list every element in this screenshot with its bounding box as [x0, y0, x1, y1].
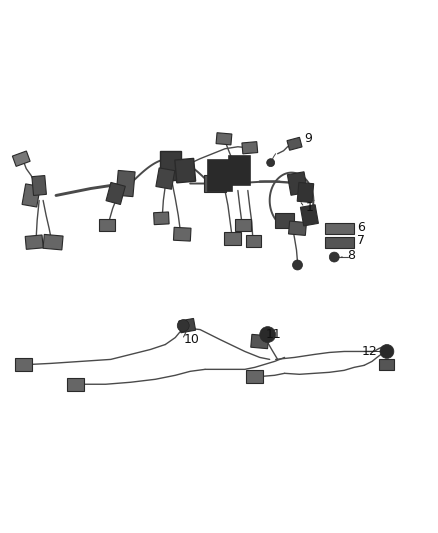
Circle shape	[260, 327, 276, 343]
Text: 12: 12	[362, 345, 378, 358]
Text: 9: 9	[304, 132, 312, 146]
FancyBboxPatch shape	[15, 358, 32, 371]
FancyBboxPatch shape	[242, 142, 258, 154]
FancyBboxPatch shape	[246, 370, 263, 383]
Text: 11: 11	[266, 328, 282, 341]
Text: 6: 6	[357, 221, 365, 234]
FancyBboxPatch shape	[297, 182, 314, 203]
Text: 7: 7	[357, 233, 365, 247]
FancyBboxPatch shape	[106, 182, 125, 205]
Circle shape	[293, 260, 303, 270]
FancyBboxPatch shape	[289, 221, 307, 236]
FancyBboxPatch shape	[325, 237, 353, 248]
FancyBboxPatch shape	[300, 205, 318, 226]
FancyBboxPatch shape	[67, 378, 85, 391]
FancyBboxPatch shape	[287, 172, 307, 195]
FancyBboxPatch shape	[99, 219, 115, 231]
FancyBboxPatch shape	[379, 359, 394, 370]
FancyBboxPatch shape	[246, 235, 261, 247]
FancyBboxPatch shape	[175, 158, 196, 183]
FancyBboxPatch shape	[216, 133, 232, 145]
FancyBboxPatch shape	[43, 235, 63, 250]
FancyBboxPatch shape	[32, 175, 46, 196]
FancyBboxPatch shape	[275, 213, 294, 228]
Text: 8: 8	[347, 248, 355, 262]
Circle shape	[380, 344, 394, 358]
FancyBboxPatch shape	[116, 171, 135, 197]
FancyBboxPatch shape	[154, 212, 169, 224]
FancyBboxPatch shape	[204, 175, 226, 192]
FancyBboxPatch shape	[251, 334, 269, 349]
FancyBboxPatch shape	[224, 232, 241, 245]
FancyBboxPatch shape	[235, 219, 251, 231]
Text: 10: 10	[183, 333, 199, 346]
FancyBboxPatch shape	[160, 151, 181, 180]
Text: 1: 1	[305, 201, 313, 214]
Circle shape	[177, 320, 189, 332]
FancyBboxPatch shape	[173, 227, 191, 241]
FancyBboxPatch shape	[179, 318, 196, 333]
FancyBboxPatch shape	[325, 223, 353, 233]
FancyBboxPatch shape	[156, 168, 175, 189]
FancyBboxPatch shape	[287, 138, 302, 150]
FancyBboxPatch shape	[12, 151, 30, 166]
FancyBboxPatch shape	[22, 184, 40, 207]
Circle shape	[267, 159, 275, 167]
FancyBboxPatch shape	[230, 156, 250, 185]
FancyBboxPatch shape	[25, 235, 43, 249]
FancyBboxPatch shape	[208, 160, 233, 191]
Circle shape	[329, 252, 339, 262]
